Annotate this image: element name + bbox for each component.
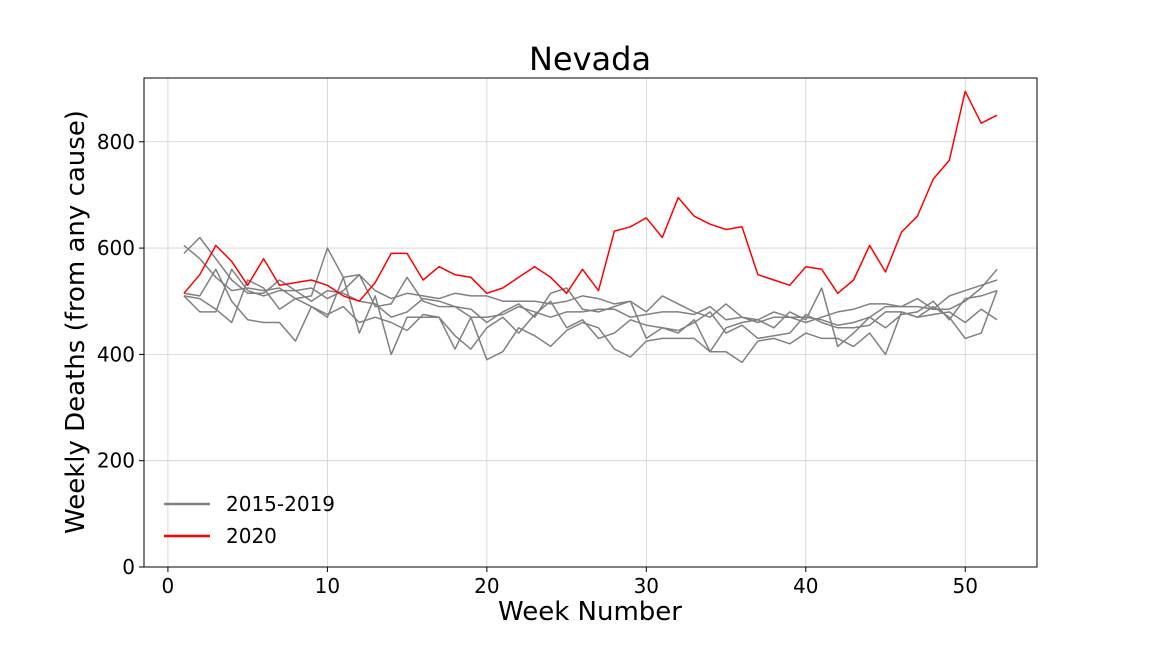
y-tick-label: 0 (122, 555, 135, 579)
y-tick-label: 800 (97, 130, 135, 154)
legend-label: 2015-2019 (226, 492, 335, 516)
series-line-2015-2019-5 (183, 268, 998, 364)
series-line-2020-6 (183, 90, 998, 302)
series-line-2015-2019-4 (183, 276, 998, 356)
series-lines (183, 90, 998, 364)
legend-label: 2020 (226, 524, 277, 548)
x-tick-label: 50 (953, 574, 978, 598)
x-tick-label: 40 (793, 574, 818, 598)
chart-title: Nevada (529, 40, 651, 78)
axis-ticks: 0 10 20 30 40 50 0 200 400 600 800 (97, 130, 978, 598)
x-tick-label: 0 (162, 574, 175, 598)
x-axis-title: Week Number (498, 597, 682, 627)
y-tick-label: 600 (97, 236, 135, 260)
x-tick-label: 10 (315, 574, 340, 598)
x-tick-label: 30 (634, 574, 659, 598)
y-tick-label: 200 (97, 449, 135, 473)
series-line-2015-2019-3 (183, 268, 998, 324)
plot-area (143, 77, 1038, 568)
y-tick-label: 400 (97, 342, 135, 366)
series-line-2015-2019-2 (183, 236, 998, 326)
y-axis-title: Weekly Deaths (from any cause) (61, 110, 91, 534)
series-line-2015-2019-1 (183, 244, 998, 353)
x-tick-label: 20 (474, 574, 499, 598)
legend: 2015-2019 2020 (164, 492, 335, 548)
